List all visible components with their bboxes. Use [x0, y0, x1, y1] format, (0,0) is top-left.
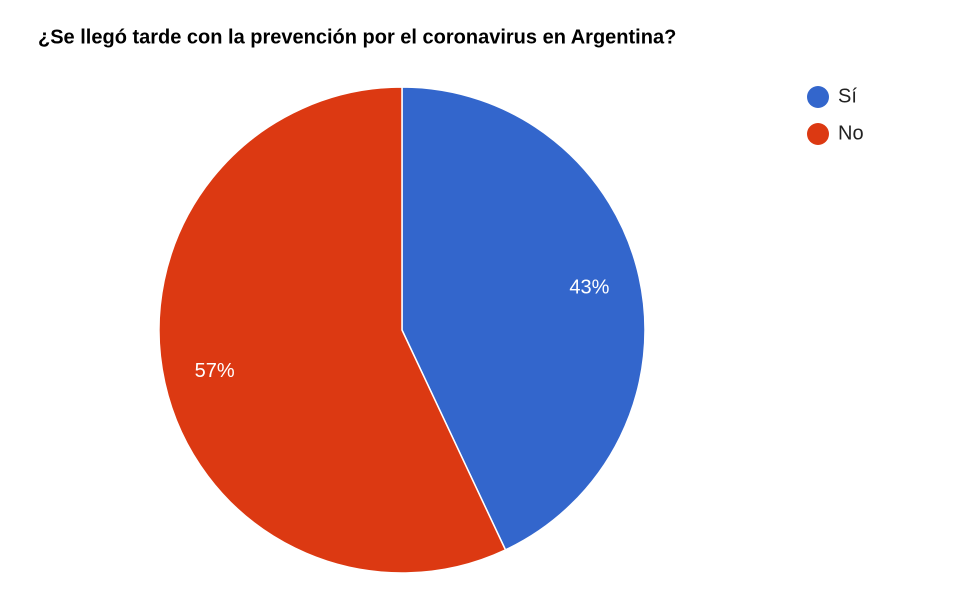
legend-label: No: [838, 122, 864, 144]
legend-marker: [807, 86, 829, 108]
value-label: 43%: [569, 276, 609, 298]
legend-marker: [807, 123, 829, 145]
pie-slice: [401, 86, 646, 551]
legend-label: Sí: [838, 85, 857, 107]
value-label: 57%: [195, 360, 235, 382]
chart-title: ¿Se llegó tarde con la prevención por el…: [38, 26, 676, 48]
pie-slice: [158, 86, 507, 574]
